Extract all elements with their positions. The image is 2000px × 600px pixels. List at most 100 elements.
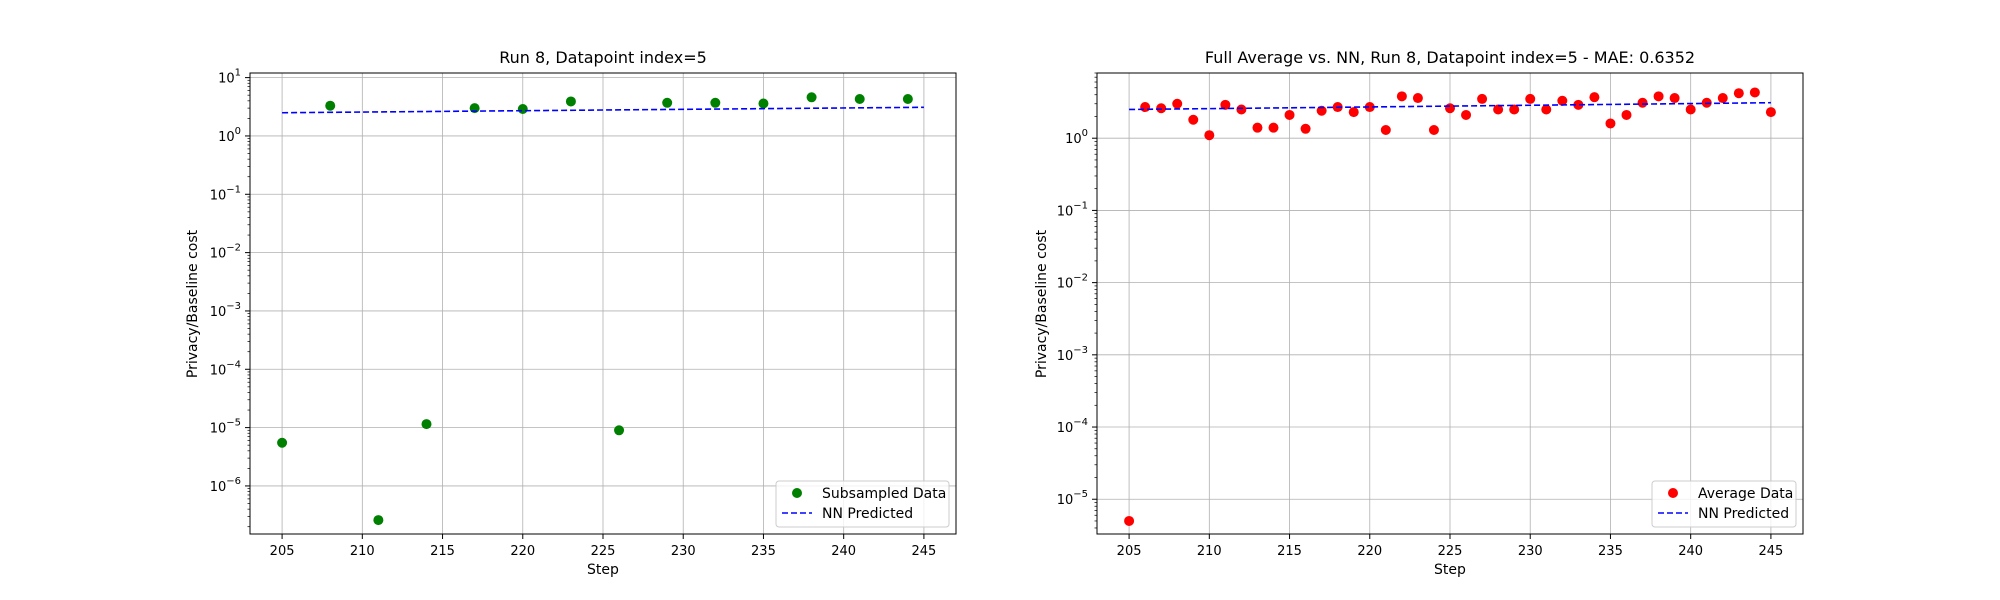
left-x-tick-label: 235 bbox=[751, 544, 776, 559]
right-series0-point bbox=[1204, 130, 1215, 141]
left-series0-point bbox=[662, 97, 673, 108]
left-series1-line bbox=[282, 106, 924, 114]
right-series0-point bbox=[1669, 93, 1680, 104]
right-series0-point bbox=[1445, 103, 1455, 114]
right-x-axis-label: Step bbox=[1434, 562, 1466, 578]
right-series0-point bbox=[1509, 104, 1520, 115]
right-series0-point bbox=[1461, 109, 1472, 120]
right-series0-point bbox=[1765, 107, 1776, 118]
left-x-tick-label: 215 bbox=[430, 544, 455, 559]
right-series0-point bbox=[1268, 122, 1279, 133]
right-series0-point bbox=[1236, 104, 1247, 115]
right-series0-point bbox=[1412, 93, 1423, 104]
right-y-tick-label: 10−1 bbox=[1057, 200, 1088, 219]
left-chart-title: Run 8, Datapoint index=5 bbox=[499, 48, 707, 67]
left-series0-point bbox=[373, 515, 384, 526]
right-series0-point bbox=[1541, 104, 1552, 115]
left-y-tick-label: 101 bbox=[218, 68, 241, 87]
left-x-tick-label: 205 bbox=[270, 544, 295, 559]
right-series0-point bbox=[1252, 122, 1263, 133]
left-x-tick-label: 220 bbox=[510, 544, 535, 559]
right-legend-box bbox=[1651, 480, 1797, 528]
right-legend: Average Data NN Predicted bbox=[1651, 480, 1797, 528]
right-x-tick-label: 210 bbox=[1197, 544, 1222, 559]
left-series0-point bbox=[565, 96, 576, 107]
right-legend-scatter-marker bbox=[1668, 488, 1678, 498]
right-y-tick-label: 10−3 bbox=[1057, 345, 1088, 364]
left-legend-box bbox=[775, 480, 950, 528]
left-x-tick-label: 245 bbox=[911, 544, 936, 559]
right-data-marks bbox=[1124, 87, 1776, 526]
right-y-tick-label: 10−5 bbox=[1057, 489, 1088, 508]
left-y-ticks: 10−6 10−5 10−4 10−3 10−2 10−1 100 101 bbox=[210, 68, 250, 528]
left-series0-point bbox=[325, 100, 336, 111]
right-series1-line bbox=[1129, 101, 1771, 111]
left-y-axis-label: Privacy/Baseline cost bbox=[185, 229, 201, 378]
right-y-tick-label: 10−2 bbox=[1057, 273, 1088, 292]
left-series0-point bbox=[421, 419, 432, 430]
left-x-tick-label: 225 bbox=[591, 544, 616, 559]
right-series0-point bbox=[1637, 97, 1648, 108]
left-series0-point bbox=[277, 437, 288, 448]
left-legend: Subsampled Data NN Predicted bbox=[775, 480, 950, 528]
left-chart-panel: 205 210 215 220 225 230 235 240 245 10−6 10−5 10−4… bbox=[185, 48, 957, 578]
left-x-tick-label: 230 bbox=[671, 544, 696, 559]
left-x-tick-label: 240 bbox=[831, 544, 856, 559]
left-legend-label-1: NN Predicted bbox=[822, 506, 913, 522]
right-y-tick-label: 10−4 bbox=[1057, 417, 1088, 436]
right-x-tick-label: 220 bbox=[1357, 544, 1382, 559]
left-series0-point bbox=[710, 97, 721, 108]
left-x-tick-label: 210 bbox=[350, 544, 375, 559]
right-series0-point bbox=[1284, 109, 1295, 120]
right-series0-point bbox=[1396, 91, 1407, 102]
right-chart-panel: 205 210 215 220 225 230 235 240 245 10−5 10−4 10−3… bbox=[1034, 48, 1804, 578]
right-series0-point bbox=[1685, 104, 1696, 115]
right-legend-label-0: Average Data bbox=[1698, 486, 1793, 502]
right-series0-point bbox=[1605, 118, 1616, 129]
left-grid bbox=[250, 73, 956, 534]
right-series0-point bbox=[1573, 99, 1584, 110]
left-series0-point bbox=[902, 93, 913, 104]
right-series0-point bbox=[1156, 103, 1167, 114]
right-series0-point bbox=[1188, 114, 1199, 125]
left-y-tick-label: 100 bbox=[218, 126, 241, 145]
left-legend-scatter-marker bbox=[792, 488, 802, 498]
left-series0-point bbox=[517, 103, 528, 114]
left-y-tick-label: 10−1 bbox=[210, 184, 241, 203]
right-x-tick-label: 205 bbox=[1117, 544, 1142, 559]
right-x-tick-label: 235 bbox=[1598, 544, 1623, 559]
right-series0-point bbox=[1348, 107, 1359, 118]
left-series0-point bbox=[854, 93, 865, 104]
right-series0-point bbox=[1525, 93, 1536, 104]
right-y-tick-label: 100 bbox=[1065, 128, 1088, 147]
right-x-tick-label: 245 bbox=[1758, 544, 1783, 559]
right-series0-point bbox=[1380, 124, 1391, 135]
left-y-tick-label: 10−2 bbox=[210, 243, 241, 262]
right-x-tick-label: 230 bbox=[1518, 544, 1543, 559]
right-series0-point bbox=[1477, 93, 1488, 104]
right-series0-point bbox=[1364, 102, 1375, 113]
right-series0-point bbox=[1621, 109, 1632, 120]
left-series0-point bbox=[758, 98, 769, 109]
right-series0-point bbox=[1140, 102, 1151, 113]
right-series0-point bbox=[1557, 95, 1568, 106]
left-legend-label-0: Subsampled Data bbox=[822, 486, 946, 502]
left-data-marks bbox=[277, 92, 924, 526]
right-x-tick-label: 240 bbox=[1678, 544, 1703, 559]
left-y-tick-label: 10−3 bbox=[210, 301, 241, 320]
left-x-ticks: 205 210 215 220 225 230 235 240 245 bbox=[270, 534, 936, 559]
right-grid bbox=[1097, 73, 1803, 534]
left-series0-point bbox=[806, 92, 817, 103]
right-series0-point bbox=[1428, 124, 1439, 135]
right-series0-point bbox=[1220, 99, 1231, 110]
right-series0-point bbox=[1749, 87, 1760, 98]
right-series0-point bbox=[1172, 98, 1183, 109]
right-x-tick-label: 215 bbox=[1277, 544, 1302, 559]
right-y-ticks: 10−5 10−4 10−3 10−2 10−1 100 bbox=[1057, 72, 1097, 529]
right-y-axis-label: Privacy/Baseline cost bbox=[1034, 229, 1050, 378]
right-legend-label-1: NN Predicted bbox=[1698, 506, 1789, 522]
left-y-tick-label: 10−4 bbox=[210, 359, 241, 378]
right-chart-title: Full Average vs. NN, Run 8, Datapoint in… bbox=[1205, 48, 1695, 67]
right-x-tick-label: 225 bbox=[1438, 544, 1463, 559]
